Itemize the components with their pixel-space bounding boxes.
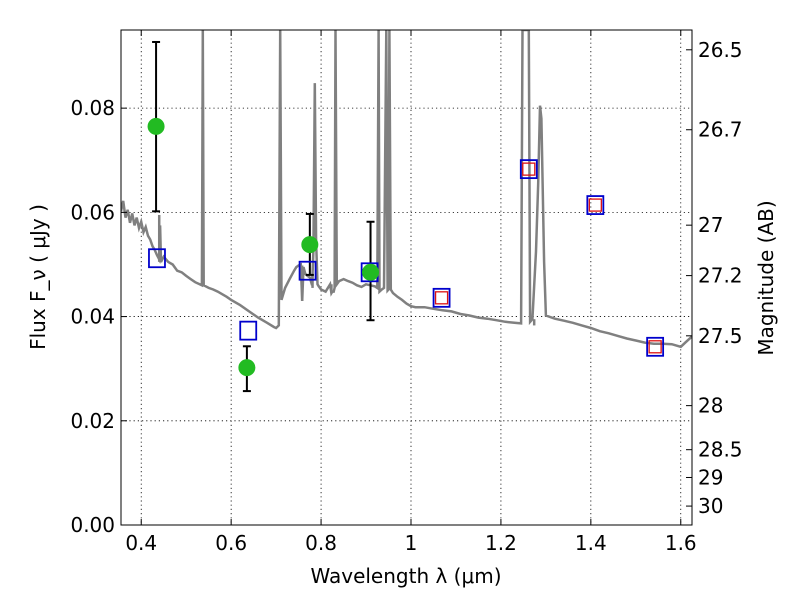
measured-photometry-layer <box>147 117 380 377</box>
measured-point <box>362 263 380 281</box>
predicted-band-square <box>648 340 662 354</box>
x-tick-label: 1.4 <box>575 531 607 555</box>
right-tick-label: 27 <box>698 213 723 237</box>
predicted-band-flux-layer <box>434 162 662 354</box>
x-tick-label: 1.6 <box>665 531 697 555</box>
right-tick-label: 29 <box>698 465 723 489</box>
x-axis-label: Wavelength λ (μm) <box>310 564 501 588</box>
x-axis-ticks: 0.4 0.6 0.8 1 1.2 1.4 1.6 <box>125 30 697 555</box>
x-tick-label: 0.6 <box>215 531 247 555</box>
measured-point <box>238 359 256 377</box>
model-band-square <box>586 195 605 215</box>
model-band-square <box>519 159 538 180</box>
right-tick-label: 26.7 <box>698 118 743 142</box>
y-tick-label: 0.00 <box>70 513 115 537</box>
model-band-square <box>432 287 451 308</box>
model-band-flux-layer <box>148 159 665 357</box>
y-tick-label: 0.04 <box>70 305 115 329</box>
x-tick-label: 0.8 <box>305 531 337 555</box>
right-tick-label: 28 <box>698 394 723 418</box>
y-tick-label: 0.08 <box>70 96 115 120</box>
predicted-band-square <box>522 162 536 176</box>
right-tick-label: 30 <box>698 494 723 518</box>
x-tick-label: 1.2 <box>485 531 517 555</box>
grid-lines <box>121 30 692 526</box>
right-axis-ticks: 26.5 26.7 27 27.2 27.5 28 28.5 29 30 <box>686 38 743 518</box>
predicted-band-square <box>588 198 602 212</box>
measured-point <box>301 236 319 254</box>
y-axis-ticks: 0.00 0.02 0.04 0.06 0.08 <box>70 96 127 537</box>
right-tick-label: 27.5 <box>698 324 743 348</box>
model-sed-line-layer <box>121 30 692 349</box>
plot-frame <box>120 29 693 526</box>
x-tick-label: 1 <box>405 531 418 555</box>
measured-point <box>147 117 165 135</box>
right-tick-label: 26.5 <box>698 38 743 62</box>
y-axis-label: Flux F_ν ( μJy ) <box>26 204 50 350</box>
right-tick-label: 28.5 <box>698 438 743 462</box>
right-axis-label: Magnitude (AB) <box>754 200 778 355</box>
model-band-square <box>298 260 317 281</box>
y-tick-label: 0.02 <box>70 409 115 433</box>
predicted-band-square <box>434 291 449 305</box>
x-tick-label: 0.4 <box>125 531 157 555</box>
y-tick-label: 0.06 <box>70 200 115 224</box>
model-band-square <box>239 320 258 341</box>
model-band-square <box>148 248 166 269</box>
model-band-square <box>646 336 665 357</box>
right-tick-label: 27.2 <box>698 264 743 288</box>
